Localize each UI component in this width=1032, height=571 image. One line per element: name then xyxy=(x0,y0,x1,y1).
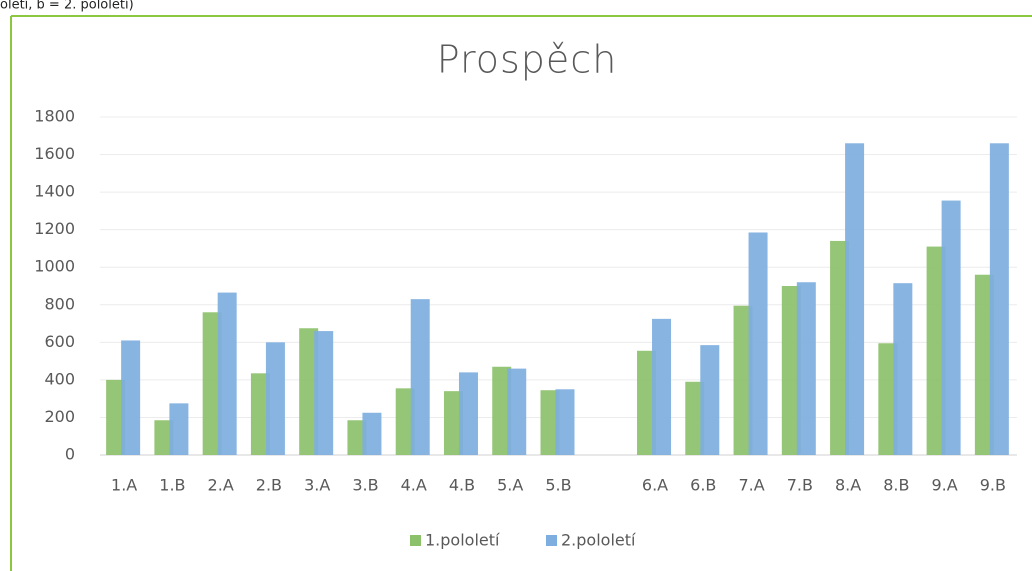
x-tick-label: 5.A xyxy=(497,476,523,495)
bar xyxy=(748,232,768,455)
y-tick-label: 400 xyxy=(44,369,75,388)
bar xyxy=(347,420,367,455)
y-tick-label: 1400 xyxy=(34,182,75,201)
bar xyxy=(845,143,865,456)
y-tick-label: 1600 xyxy=(34,144,75,163)
x-tick-label: 1.A xyxy=(111,476,137,495)
x-tick-label: 3.B xyxy=(352,476,378,495)
bar xyxy=(555,389,575,455)
bar xyxy=(781,286,801,455)
y-tick-label: 0 xyxy=(65,445,75,464)
x-tick-label: 5.B xyxy=(545,476,571,495)
bar xyxy=(926,246,946,455)
bar xyxy=(492,366,512,455)
bar xyxy=(700,345,720,455)
bar xyxy=(121,340,141,455)
y-tick-label: 800 xyxy=(44,294,75,313)
x-tick-label: 3.A xyxy=(304,476,330,495)
x-tick-label: 4.A xyxy=(401,476,427,495)
y-tick-label: 200 xyxy=(44,407,75,426)
bar xyxy=(265,342,285,455)
bar xyxy=(893,283,913,455)
bar xyxy=(989,143,1009,456)
bar xyxy=(202,312,222,455)
x-tick-label: 7.A xyxy=(738,476,764,495)
x-tick-label: 8.A xyxy=(835,476,861,495)
bar xyxy=(637,350,657,455)
bar xyxy=(217,292,237,455)
x-tick-label: 4.B xyxy=(449,476,475,495)
bar xyxy=(941,200,961,455)
bar xyxy=(314,331,334,455)
bar xyxy=(830,240,850,455)
chart-title: Prospěch xyxy=(437,38,618,82)
bar xyxy=(299,328,319,455)
bar xyxy=(685,381,705,455)
annotation: oletí, b = 2. pololetí) xyxy=(0,0,134,13)
bar xyxy=(652,318,672,455)
y-tick-label: 1000 xyxy=(34,257,75,276)
bar xyxy=(154,420,174,455)
bar xyxy=(733,305,753,455)
bar xyxy=(796,282,816,455)
bar xyxy=(410,299,430,455)
bar xyxy=(443,391,463,455)
bar xyxy=(362,412,382,455)
legend-swatch xyxy=(410,535,421,546)
legend-label: 1.pololetí xyxy=(425,531,500,550)
y-tick-label: 600 xyxy=(44,332,75,351)
bar xyxy=(540,390,560,455)
x-tick-label: 2.B xyxy=(256,476,282,495)
x-tick-label: 6.A xyxy=(642,476,668,495)
legend-label: 2.pololetí xyxy=(561,531,636,550)
x-tick-label: 7.B xyxy=(787,476,813,495)
legend-swatch xyxy=(546,535,557,546)
bar xyxy=(169,403,189,455)
y-tick-label: 1200 xyxy=(34,219,75,238)
bar xyxy=(507,368,527,455)
x-tick-label: 2.A xyxy=(208,476,234,495)
bar xyxy=(878,343,898,455)
x-tick-label: 6.B xyxy=(690,476,716,495)
bar xyxy=(974,274,994,455)
bar xyxy=(395,388,415,455)
bar xyxy=(250,373,270,455)
x-tick-label: 1.B xyxy=(159,476,185,495)
x-tick-label: 9.A xyxy=(931,476,957,495)
bar xyxy=(106,379,126,455)
x-tick-label: 9.B xyxy=(980,476,1006,495)
y-tick-label: 1800 xyxy=(34,107,75,126)
bar xyxy=(458,372,478,455)
x-tick-label: 8.B xyxy=(883,476,909,495)
